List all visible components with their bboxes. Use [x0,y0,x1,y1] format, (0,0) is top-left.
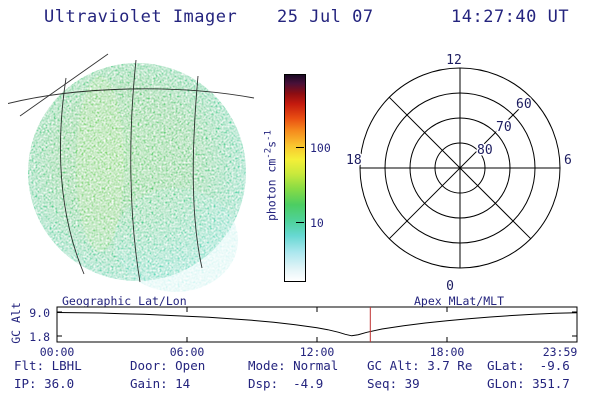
strip-chart-frame [56,306,578,343]
app-title: Ultraviolet Imager [44,7,238,27]
header-time: 14:27:40 UT [451,7,570,27]
colorbar [284,74,306,282]
colorbar-unit-label: photon cm-2s-1 [250,116,293,262]
colorbar-tick-label-10: 10 [310,216,324,230]
unit-text: photon cm [264,158,279,222]
status-gain: Gain: 14 [130,376,191,391]
status-mode: Mode: Normal [248,358,339,373]
xtick-1800: 18:00 [429,345,465,359]
xtick-1200: 12:00 [299,345,335,359]
apex-polar-grid-panel: 12 18 6 0 60 70 80 [346,52,573,296]
mlt-label-6: 6 [564,153,572,168]
status-ip: IP: 36.0 [14,376,75,391]
xtick-2359: 23:59 [542,345,578,359]
colorbar-tick-100 [296,147,304,148]
uv-earth-disk-panel [8,53,255,292]
uv-earth-disk-image [28,63,246,292]
status-glat: GLat: -9.6 [487,358,570,373]
geographic-grid-label: Geographic Lat/Lon [62,294,187,308]
header-date: 25 Jul 07 [277,7,374,27]
geographic-grid-overlay [8,53,255,283]
ytick-1-8: 1.8 [29,330,50,344]
ytick-9-0: 9.0 [29,306,50,320]
apex-grid-label: Apex MLat/MLT [414,294,505,308]
apex-polar-grid [359,67,561,269]
xtick-0000: 00:00 [39,345,75,359]
orbit-altitude-curve [56,312,578,337]
colorbar-tick-label-100: 100 [310,141,331,155]
status-seq: Seq: 39 [367,376,420,391]
status-door: Door: Open [130,358,206,373]
colorbar-tick-10 [296,222,304,223]
strip-y-axis-title: GC Alt [9,302,23,344]
status-dsp: Dsp: -4.9 [248,376,324,391]
xtick-0600: 06:00 [169,345,205,359]
unit-sup-2: -2 [263,147,274,159]
status-filter: Flt: LBHL [14,358,82,373]
mlat-label-60: 60 [516,97,532,112]
mlt-label-12: 12 [446,53,462,68]
unit-sup-1: -1 [263,130,274,141]
unit-text-s: s [264,140,279,148]
status-gc-alt: GC Alt: 3.7 Re [367,358,473,373]
mlat-label-70: 70 [496,120,512,135]
strip-chart-ticks [57,307,577,342]
status-glon: GLon: 351.7 [487,376,570,391]
orbit-strip-chart [56,306,578,343]
mlat-label-80: 80 [477,143,493,158]
mlt-label-0: 0 [446,279,454,294]
mlt-label-18: 18 [346,153,362,168]
